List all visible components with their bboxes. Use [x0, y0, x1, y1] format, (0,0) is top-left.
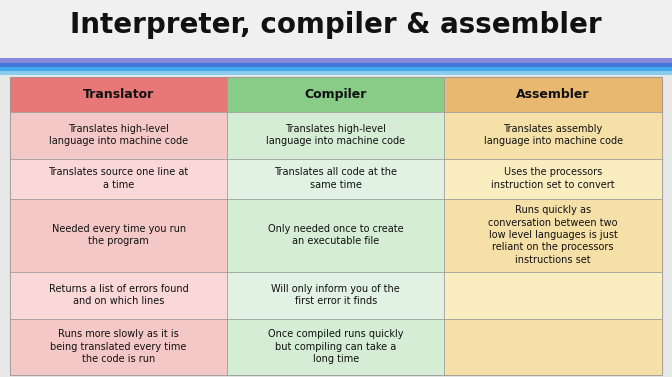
Text: Interpreter, compiler & assembler: Interpreter, compiler & assembler [70, 11, 602, 40]
Text: Will only inform you of the
first error it finds: Will only inform you of the first error … [271, 284, 400, 306]
Bar [10, 112, 227, 159]
Bar [444, 271, 662, 319]
Text: Translates high-level
language into machine code: Translates high-level language into mach… [266, 124, 405, 146]
Text: Once compiled runs quickly
but compiling can take a
long time: Once compiled runs quickly but compiling… [268, 329, 403, 364]
Text: Translates source one line at
a time: Translates source one line at a time [48, 167, 189, 190]
Bar [227, 199, 444, 271]
Bar [444, 159, 662, 199]
Text: Needed every time you run
the program: Needed every time you run the program [52, 224, 185, 246]
Bar [0, 0, 672, 58]
Bar [10, 77, 662, 375]
Bar [0, 58, 672, 63]
Bar [10, 77, 227, 112]
Bar [227, 159, 444, 199]
Bar [10, 199, 227, 271]
Text: Assembler: Assembler [516, 88, 590, 101]
Bar [10, 271, 227, 319]
Bar [227, 112, 444, 159]
Bar [444, 199, 662, 271]
Text: Translates all code at the
same time: Translates all code at the same time [274, 167, 397, 190]
Bar [444, 319, 662, 375]
Text: Translates assembly
language into machine code: Translates assembly language into machin… [483, 124, 623, 146]
Bar [0, 67, 672, 71]
Text: Runs more slowly as it is
being translated every time
the code is run: Runs more slowly as it is being translat… [50, 329, 187, 364]
Text: Only needed once to create
an executable file: Only needed once to create an executable… [268, 224, 403, 246]
Bar [227, 319, 444, 375]
Bar [227, 77, 444, 112]
Bar [10, 159, 227, 199]
Text: Runs quickly as
conversation between two
low level languages is just
reliant on : Runs quickly as conversation between two… [489, 205, 618, 265]
Text: Uses the processors
instruction set to convert: Uses the processors instruction set to c… [491, 167, 615, 190]
Text: Translates high-level
language into machine code: Translates high-level language into mach… [49, 124, 188, 146]
Bar [0, 71, 672, 75]
Bar [444, 112, 662, 159]
Text: Translator: Translator [83, 88, 155, 101]
Bar [227, 271, 444, 319]
Bar [0, 63, 672, 67]
Bar [444, 77, 662, 112]
Text: Returns a list of errors found
and on which lines: Returns a list of errors found and on wh… [49, 284, 188, 306]
Text: Compiler: Compiler [304, 88, 367, 101]
Bar [10, 319, 227, 375]
